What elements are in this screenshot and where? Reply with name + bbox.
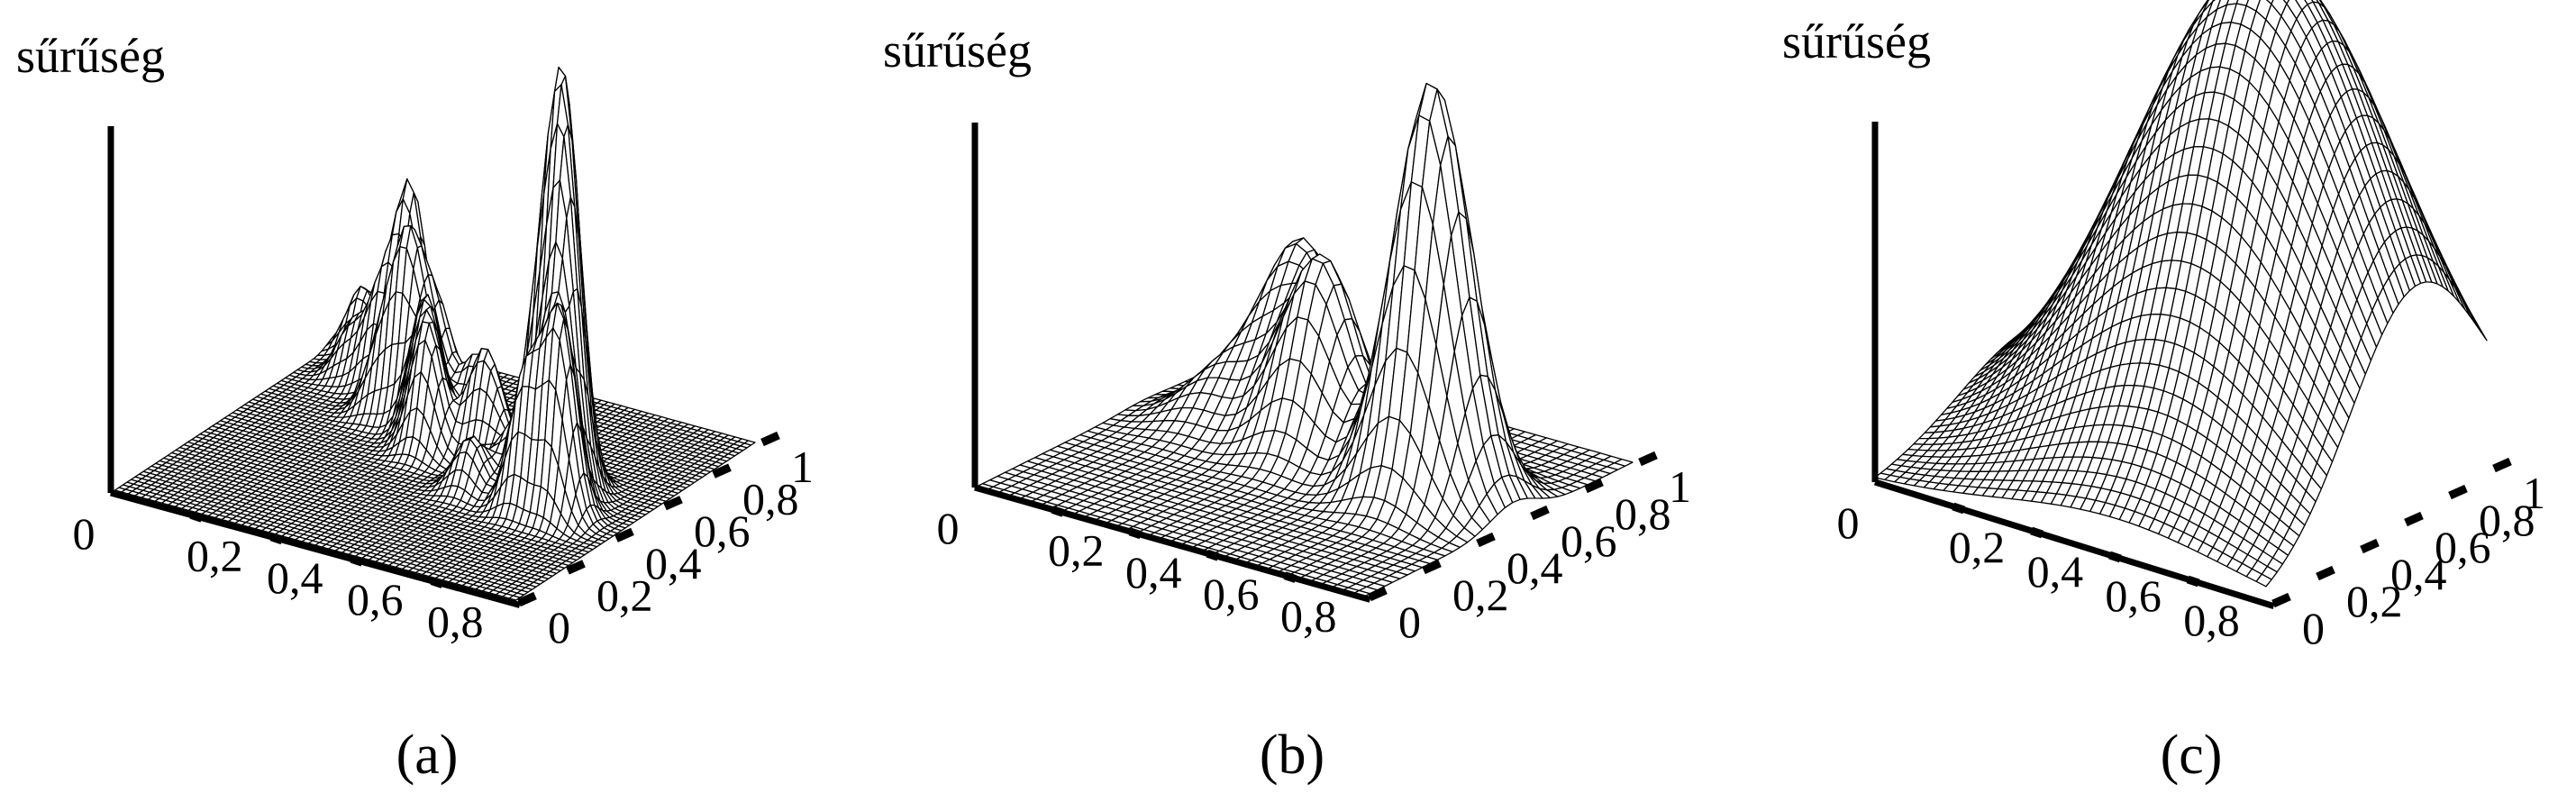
x-tick-label: 0,8	[427, 597, 484, 647]
surface-plot-c: sűrűség 0 0,2 0,4 0,6 0,8 00,20,40,60,81 (c)	[1782, 0, 2545, 786]
y-tick-mark	[1638, 451, 1658, 467]
x-tick-mark	[1128, 527, 1142, 540]
y-tick-label: 0,6	[1561, 515, 1617, 566]
x-tick-mark	[1206, 549, 1220, 561]
y-tick-label: 0,8	[1615, 488, 1671, 539]
surface-mesh-c	[1874, 0, 2488, 588]
y-tick-label: 0,2	[1452, 570, 1509, 620]
x-tick-label: 0	[937, 503, 960, 553]
x-tick-label: 0,4	[1125, 547, 1182, 597]
z-axis-label-c: sűrűség	[1782, 14, 1931, 68]
x-tick-mark	[189, 511, 204, 523]
caption-b: (b)	[1260, 725, 1324, 786]
x-tick-label: 0,6	[347, 574, 404, 624]
surface-mesh-b	[974, 82, 1634, 598]
surface-mesh-a	[110, 67, 756, 604]
x-tick-mark	[1051, 506, 1065, 517]
x-tick-mark	[430, 577, 444, 588]
y-tick-label: 1	[1669, 461, 1691, 512]
x-tick-mark	[350, 554, 364, 567]
y-tick-label: 0,4	[1506, 542, 1563, 593]
x-tick-mark	[1283, 571, 1297, 583]
surface-plot-a: sűrűség 0 0,2 0,4 0,6 0,8 00,20,40,60,81 (a)	[16, 29, 814, 786]
x-tick-mark	[269, 533, 284, 545]
y-tick-mark	[1530, 505, 1550, 521]
y-tick-label: 1	[791, 442, 814, 492]
x-tick-label: 0,6	[1203, 569, 1260, 619]
z-axis-label-a: sűrűség	[16, 29, 165, 83]
x-tick-label: 0,8	[1280, 591, 1337, 642]
y-tick-label: 0	[1398, 597, 1421, 647]
y-tick-label: 0	[548, 602, 570, 652]
x-tick-label: 0,2	[187, 530, 243, 580]
surface-plot-b: sűrűség 0 0,2 0,4 0,6 0,8 00,20,40,60,81 (b)	[883, 23, 1691, 786]
x-tick-label: 0	[73, 508, 96, 559]
x-tick-label: 0,2	[1048, 524, 1105, 575]
y-tick-mark	[760, 431, 780, 447]
z-axis-label-b: sűrűség	[883, 23, 1032, 77]
caption-a: (a)	[396, 725, 459, 786]
y-tick-mark	[1476, 532, 1496, 548]
x-tick-label: 0,4	[267, 552, 323, 603]
